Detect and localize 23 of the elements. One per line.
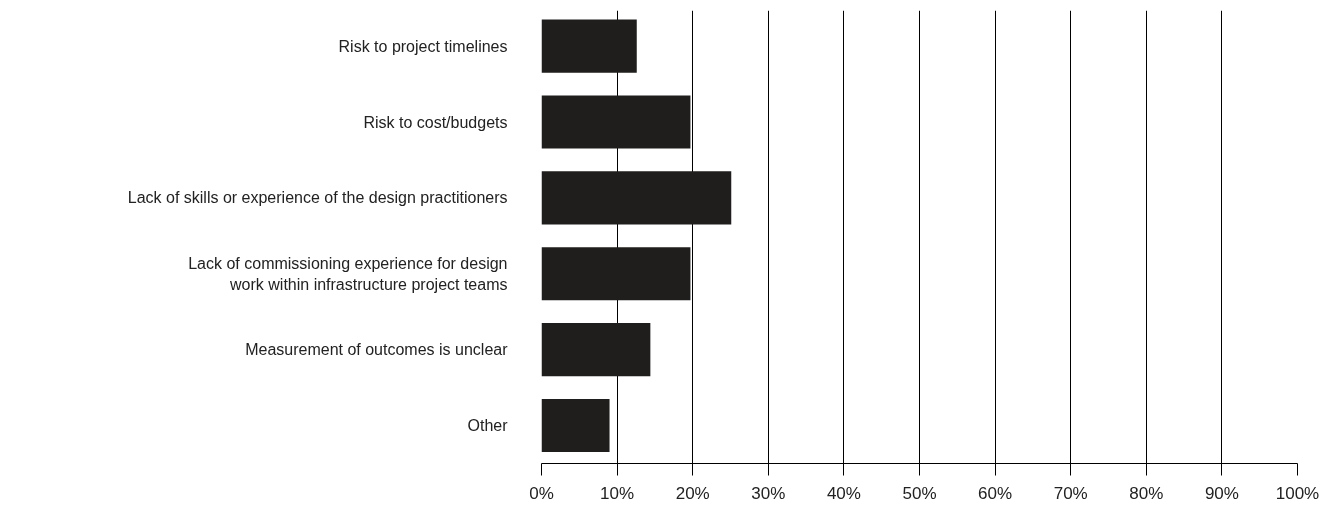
y-tick-label: Lack of commissioning experience for design work within infrastructure project teams (188, 255, 508, 293)
y-tick-label: Other (467, 417, 509, 435)
x-tick-label: 30% (751, 483, 786, 503)
x-tick-label: 20% (675, 483, 710, 503)
y-tick-label: Measurement of outcomes is unclear (245, 341, 509, 359)
x-tick-label: 70% (1053, 483, 1088, 503)
x-tick-label: 60% (978, 483, 1013, 503)
bar (541, 95, 691, 149)
x-tick-label: 100% (1275, 483, 1320, 503)
x-tick-label: 40% (826, 483, 861, 503)
bar (541, 323, 651, 377)
x-tick-label: 50% (902, 483, 937, 503)
x-tick-label: 0% (529, 483, 554, 503)
bar (541, 19, 637, 73)
y-tick-label: Risk to project timelines (338, 37, 508, 55)
x-tick-label: 90% (1204, 483, 1239, 503)
x-tick-label: 80% (1129, 483, 1164, 503)
bar (541, 399, 610, 453)
y-tick-label: Risk to cost/budgets (363, 113, 508, 131)
bar (541, 171, 732, 225)
y-tick-label: Lack of skills or experience of the design practitioners (127, 189, 508, 207)
bar (541, 247, 691, 301)
x-tick-label: 10% (600, 483, 635, 503)
